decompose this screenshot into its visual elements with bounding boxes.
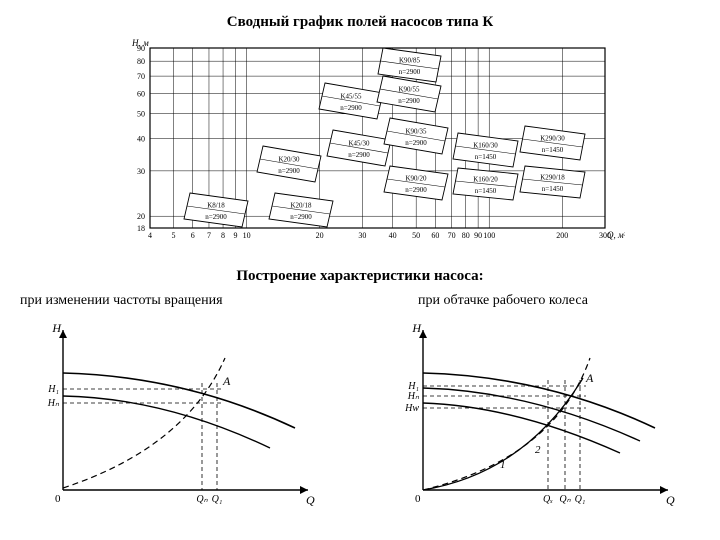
main-title: Сводный график полей насосов типа К	[0, 14, 720, 31]
svg-text:2: 2	[535, 444, 541, 456]
lower-right-chart: 0QHH₁HₙHwQₓQₙQ₁A12	[405, 318, 685, 518]
svg-text:n=2900: n=2900	[398, 97, 420, 105]
svg-text:40: 40	[389, 231, 397, 240]
svg-text:50: 50	[137, 110, 145, 119]
svg-text:30: 30	[137, 167, 145, 176]
svg-text:5: 5	[172, 231, 176, 240]
svg-text:K290/18: K290/18	[540, 173, 565, 181]
svg-text:0: 0	[55, 493, 61, 505]
svg-text:K160/30: K160/30	[473, 141, 498, 149]
svg-text:18: 18	[137, 224, 145, 233]
svg-text:20: 20	[316, 231, 324, 240]
svg-text:10: 10	[243, 231, 251, 240]
svg-text:K20/30: K20/30	[279, 155, 301, 163]
svg-text:n=2900: n=2900	[405, 186, 427, 194]
svg-text:Q₁: Q₁	[575, 494, 586, 505]
svg-text:0: 0	[415, 493, 421, 505]
svg-text:8: 8	[221, 231, 225, 240]
svg-text:9: 9	[233, 231, 237, 240]
lower-left-chart: 0 Q H H₁ Hₙ Qₙ Q₁ A	[45, 318, 325, 518]
svg-text:K90/20: K90/20	[406, 174, 428, 182]
subtitle: Построение характеристики насоса:	[0, 268, 720, 285]
svg-text:n=2900: n=2900	[405, 139, 427, 147]
svg-text:60: 60	[431, 231, 439, 240]
svg-text:n=2900: n=2900	[399, 68, 421, 76]
svg-text:40: 40	[137, 135, 145, 144]
svg-text:Qₙ: Qₙ	[196, 494, 208, 505]
left-caption: при изменении частоты вращения	[20, 293, 223, 309]
svg-text:A: A	[222, 374, 231, 388]
main-chart: 4567891020304050607080901002003001820304…	[95, 38, 625, 248]
svg-text:n=1450: n=1450	[475, 187, 497, 195]
svg-text:Q₁: Q₁	[212, 494, 223, 505]
svg-text:80: 80	[462, 231, 470, 240]
svg-text:K90/35: K90/35	[406, 127, 428, 135]
svg-text:20: 20	[137, 212, 145, 221]
svg-text:n=1450: n=1450	[542, 185, 564, 193]
svg-text:60: 60	[137, 89, 145, 98]
svg-text:30: 30	[358, 231, 366, 240]
svg-text:Q: Q	[306, 493, 315, 507]
svg-text:n=2900: n=2900	[205, 213, 227, 221]
svg-text:Qₓ: Qₓ	[543, 494, 553, 505]
svg-text:Hₙ: Hₙ	[407, 391, 420, 402]
svg-text:1: 1	[500, 459, 506, 471]
svg-text:K45/55: K45/55	[341, 92, 363, 100]
svg-text:K90/85: K90/85	[399, 56, 421, 64]
svg-text:Hw: Hw	[405, 403, 419, 414]
svg-text:H, м: H, м	[131, 38, 149, 48]
svg-text:n=2900: n=2900	[278, 167, 300, 175]
svg-text:n=1450: n=1450	[475, 153, 497, 161]
svg-text:H₁: H₁	[47, 384, 59, 395]
svg-text:n=2900: n=2900	[340, 104, 362, 112]
svg-text:Qₙ: Qₙ	[559, 494, 571, 505]
svg-text:6: 6	[191, 231, 195, 240]
svg-text:70: 70	[448, 231, 456, 240]
svg-text:n=2900: n=2900	[290, 213, 312, 221]
svg-text:A: A	[585, 371, 594, 385]
svg-text:K20/18: K20/18	[291, 201, 313, 209]
svg-text:100: 100	[483, 231, 495, 240]
svg-text:K160/20: K160/20	[473, 175, 498, 183]
svg-text:n=2900: n=2900	[348, 151, 370, 159]
svg-text:Q, м³/ч: Q, м³/ч	[607, 230, 625, 240]
svg-text:90: 90	[474, 231, 482, 240]
svg-text:n=1450: n=1450	[542, 146, 564, 154]
svg-text:80: 80	[137, 57, 145, 66]
svg-text:H: H	[51, 321, 62, 335]
svg-text:K45/30: K45/30	[349, 139, 371, 147]
svg-text:K290/30: K290/30	[540, 134, 565, 142]
svg-text:200: 200	[556, 231, 568, 240]
svg-text:7: 7	[207, 231, 211, 240]
svg-text:H: H	[411, 321, 422, 335]
svg-text:50: 50	[412, 231, 420, 240]
svg-text:Hₙ: Hₙ	[47, 398, 60, 409]
right-caption: при обтачке рабочего колеса	[418, 293, 588, 309]
svg-text:K90/55: K90/55	[399, 85, 421, 93]
svg-text:K8/18: K8/18	[207, 201, 225, 209]
svg-text:Q: Q	[666, 493, 675, 507]
svg-text:4: 4	[148, 231, 152, 240]
svg-text:70: 70	[137, 72, 145, 81]
